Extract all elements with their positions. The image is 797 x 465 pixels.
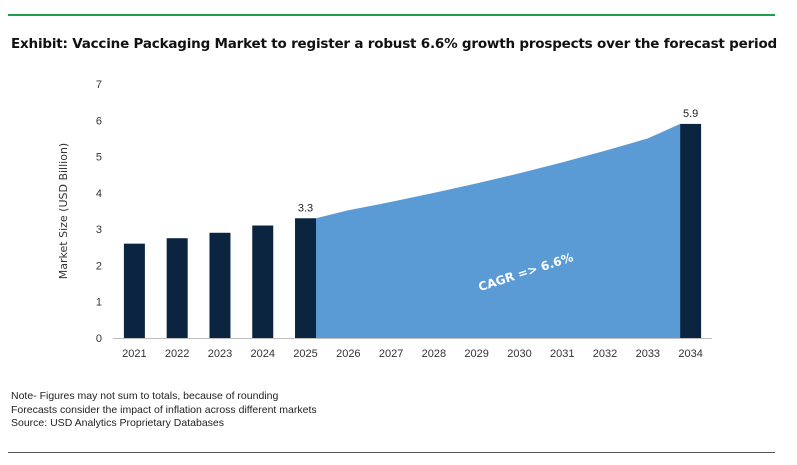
y-axis-title: Market Size (USD Billion) [57, 143, 70, 279]
data-label-2025: 3.3 [298, 202, 313, 214]
x-tick-label: 2026 [336, 348, 360, 360]
y-tick-label: 4 [96, 188, 102, 200]
x-tick-label: 2025 [293, 348, 317, 360]
x-tick-label: 2021 [122, 348, 146, 360]
top-divider [8, 14, 775, 16]
y-tick-label: 3 [96, 224, 102, 236]
y-tick-label: 6 [96, 115, 102, 127]
note-rounding: Note- Figures may not sum to totals, bec… [11, 390, 279, 402]
y-tick-label: 5 [96, 152, 102, 164]
x-tick-label: 2030 [507, 348, 531, 360]
y-tick-label: 0 [96, 333, 102, 345]
x-tick-label: 2022 [165, 348, 189, 360]
forecast-area [316, 123, 681, 339]
x-tick-label: 2032 [593, 348, 617, 360]
bar-2023 [209, 232, 231, 338]
x-tick-label: 2028 [422, 348, 446, 360]
x-tick-label: 2024 [251, 348, 275, 360]
bar-2034 [680, 123, 702, 339]
bar-2021 [123, 243, 145, 338]
bar-2022 [166, 238, 188, 338]
x-tick-label: 2033 [636, 348, 660, 360]
bar-2025 [295, 218, 317, 338]
x-tick-label: 2034 [678, 348, 702, 360]
y-tick-label: 1 [96, 297, 102, 309]
bar-2024 [252, 225, 274, 338]
data-label-2034: 5.9 [683, 108, 698, 120]
bottom-divider [8, 452, 775, 453]
y-tick-label: 7 [96, 79, 102, 91]
x-tick-label: 2031 [550, 348, 574, 360]
note-source: Source: USD Analytics Proprietary Databa… [11, 417, 225, 429]
x-tick-label: 2023 [208, 348, 232, 360]
note-inflation: Forecasts consider the impact of inflati… [11, 403, 317, 416]
footnotes: Note- Figures may not sum to totals, bec… [11, 390, 317, 431]
y-tick-label: 2 [96, 260, 102, 272]
x-tick-label: 2029 [464, 348, 488, 360]
chart-title: Exhibit: Vaccine Packaging Market to reg… [11, 36, 778, 52]
x-tick-label: 2027 [379, 348, 403, 360]
